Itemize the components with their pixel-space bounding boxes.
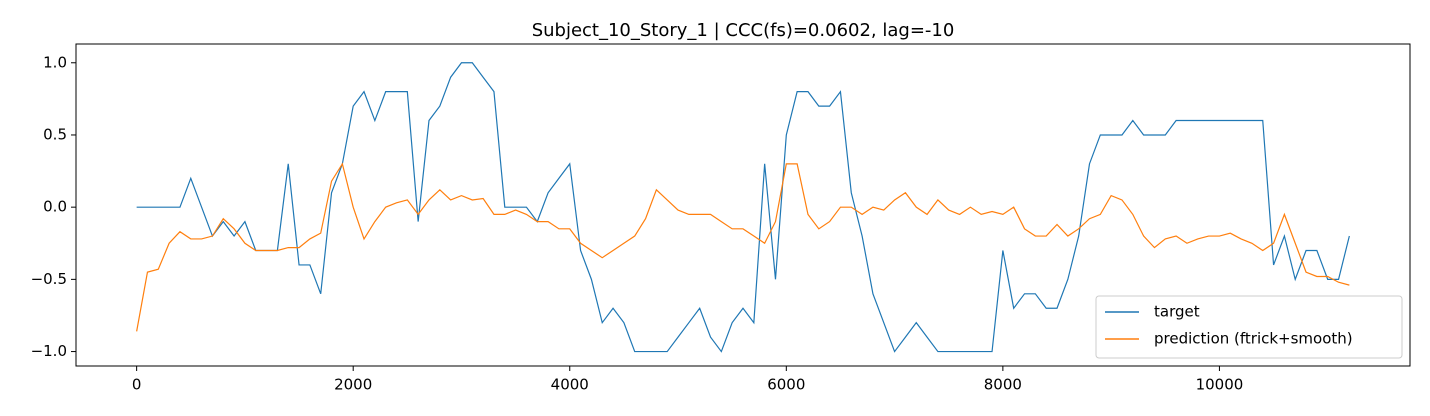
- x-tick-label: 2000: [334, 376, 372, 394]
- plot-frame: [75, 43, 1411, 367]
- chart-title: Subject_10_Story_1 | CCC(fs)=0.0602, lag…: [532, 20, 955, 41]
- y-tick-label: 0.0: [43, 198, 67, 216]
- y-tick-label: 1.0: [43, 53, 67, 71]
- y-tick-label: −1.0: [31, 342, 67, 360]
- legend-label: prediction (ftrick+smooth): [1154, 330, 1353, 348]
- legend-label: target: [1154, 303, 1200, 321]
- legend-box: [1095, 295, 1403, 359]
- x-tick-label: 0: [132, 376, 142, 394]
- x-tick-label: 4000: [551, 376, 589, 394]
- x-tick-label: 10000: [1196, 376, 1244, 394]
- x-tick-label: 6000: [767, 376, 805, 394]
- series-line: [136, 62, 1350, 353]
- y-tick-label: −0.5: [31, 270, 67, 288]
- x-tick-label: 8000: [984, 376, 1022, 394]
- y-tick-label: 0.5: [43, 125, 67, 143]
- series-line: [136, 162, 1350, 332]
